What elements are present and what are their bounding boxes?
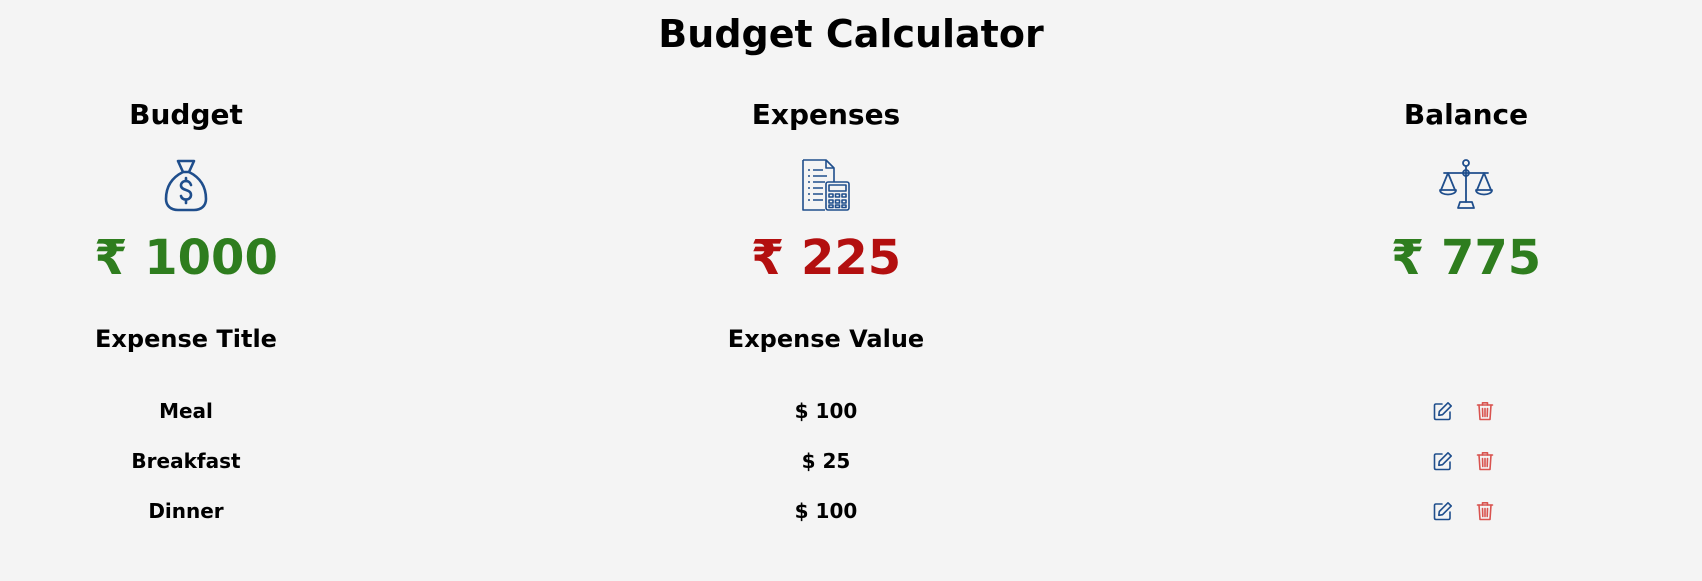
- table-row: Breakfast $ 25: [0, 443, 1702, 479]
- edit-icon[interactable]: [1432, 499, 1454, 523]
- edit-icon[interactable]: [1432, 399, 1454, 423]
- expense-title-cell: Meal: [159, 399, 213, 423]
- balance-scale-icon: [1266, 157, 1666, 213]
- balance-amount: ₹ 775: [1390, 230, 1542, 286]
- expenses-card-title: Expenses: [751, 98, 901, 131]
- expense-value-cell: $ 100: [794, 399, 858, 423]
- page-title: Budget Calculator: [658, 12, 1044, 56]
- row-actions: [1432, 449, 1494, 473]
- budget-card-title: Budget: [129, 98, 243, 131]
- edit-icon[interactable]: [1432, 449, 1454, 473]
- row-actions: [1432, 399, 1494, 423]
- expense-value-header: Expense Value: [727, 325, 925, 353]
- expense-title-cell: Dinner: [148, 499, 224, 523]
- trash-icon[interactable]: [1474, 399, 1496, 423]
- trash-icon[interactable]: [1474, 449, 1496, 473]
- table-row: Meal $ 100: [0, 393, 1702, 429]
- expense-title-header: Expense Title: [95, 325, 277, 353]
- row-actions: [1432, 499, 1494, 523]
- balance-card-title: Balance: [1403, 98, 1529, 131]
- invoice-calculator-icon: [626, 157, 1026, 213]
- expenses-amount: ₹ 225: [750, 230, 902, 286]
- expense-title-cell: Breakfast: [131, 449, 241, 473]
- trash-icon[interactable]: [1474, 499, 1496, 523]
- table-row: Dinner $ 100: [0, 493, 1702, 529]
- budget-amount: ₹ 1000: [94, 230, 278, 286]
- money-bag-icon: [0, 157, 386, 213]
- expense-value-cell: $ 25: [801, 449, 851, 473]
- expense-value-cell: $ 100: [794, 499, 858, 523]
